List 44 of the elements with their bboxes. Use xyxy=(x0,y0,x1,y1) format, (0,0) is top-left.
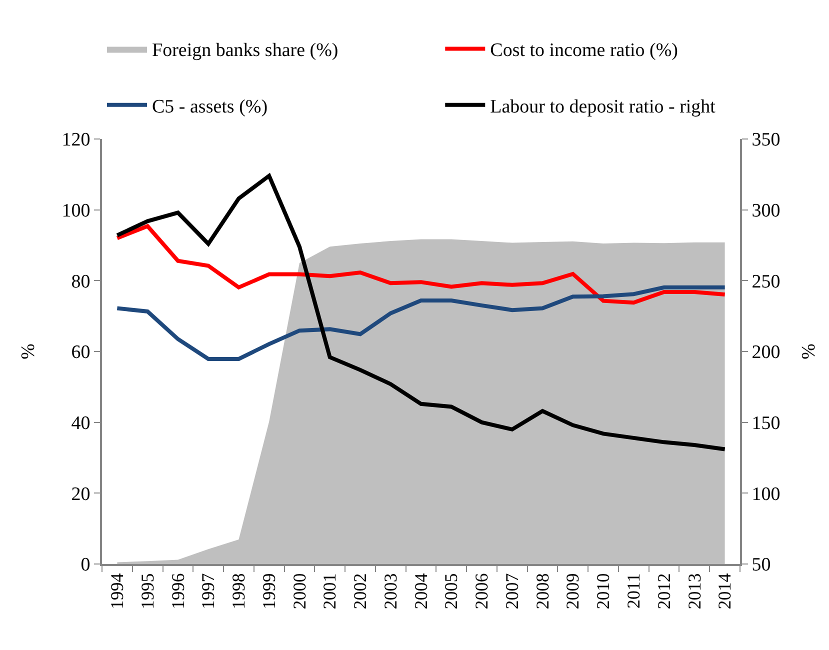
x-tick-label: 2005 xyxy=(441,573,462,610)
x-tick-label: 2006 xyxy=(472,573,492,610)
line-series xyxy=(115,285,727,361)
legend-label: Foreign banks share (%) xyxy=(152,40,338,62)
x-tick-label: 1995 xyxy=(137,573,158,610)
x-tick-label: 2000 xyxy=(289,573,310,610)
y-tick-label: 120 xyxy=(62,130,90,151)
x-tick-label: 1996 xyxy=(168,573,188,610)
y2-axis-title: % xyxy=(798,343,820,360)
x-tick-label: 2010 xyxy=(593,573,614,610)
y-tick-label: 20 xyxy=(71,484,90,505)
y2-tick-label: 200 xyxy=(752,342,780,364)
y2-tick-label: 150 xyxy=(752,412,780,434)
y-tick-label: 100 xyxy=(62,200,90,222)
legend-label: Labour to deposit ratio - right xyxy=(490,96,716,118)
y-tick-label: 40 xyxy=(71,412,90,434)
x-tick-label: 2009 xyxy=(562,573,583,610)
x-tick-label: 2002 xyxy=(350,573,370,610)
y-tick-label: 60 xyxy=(71,342,90,364)
legend-label: Cost to income ratio (%) xyxy=(490,40,678,62)
y2-tick-label: 100 xyxy=(752,484,780,505)
x-tick-label: 1997 xyxy=(198,573,218,610)
x-tick-label: 2008 xyxy=(532,573,552,610)
x-tick-label: 2011 xyxy=(624,573,644,609)
x-tick-label: 2013 xyxy=(684,573,704,610)
x-tick-label: 2012 xyxy=(654,573,674,610)
x-tick-label: 1994 xyxy=(107,573,128,610)
y2-tick-label: 250 xyxy=(752,271,780,292)
x-tick-label: 1998 xyxy=(228,573,249,610)
y2-tick-label: 50 xyxy=(752,554,771,576)
x-tick-label: 2003 xyxy=(380,573,400,610)
y-axis-title: % xyxy=(18,343,40,360)
line-series xyxy=(115,224,727,305)
x-tick-label: 1999 xyxy=(258,573,279,610)
x-tick-label: 2014 xyxy=(714,573,735,610)
y2-tick-label: 300 xyxy=(752,200,780,222)
legend-label: C5 - assets (%) xyxy=(152,96,268,118)
y2-tick-label: 350 xyxy=(752,130,780,151)
y-tick-label: 0 xyxy=(80,554,90,576)
x-tick-label: 2004 xyxy=(410,573,431,610)
y-tick-label: 80 xyxy=(71,271,90,292)
line-series xyxy=(115,174,727,452)
x-tick-label: 2001 xyxy=(320,573,340,610)
x-tick-label: 2007 xyxy=(502,573,522,610)
